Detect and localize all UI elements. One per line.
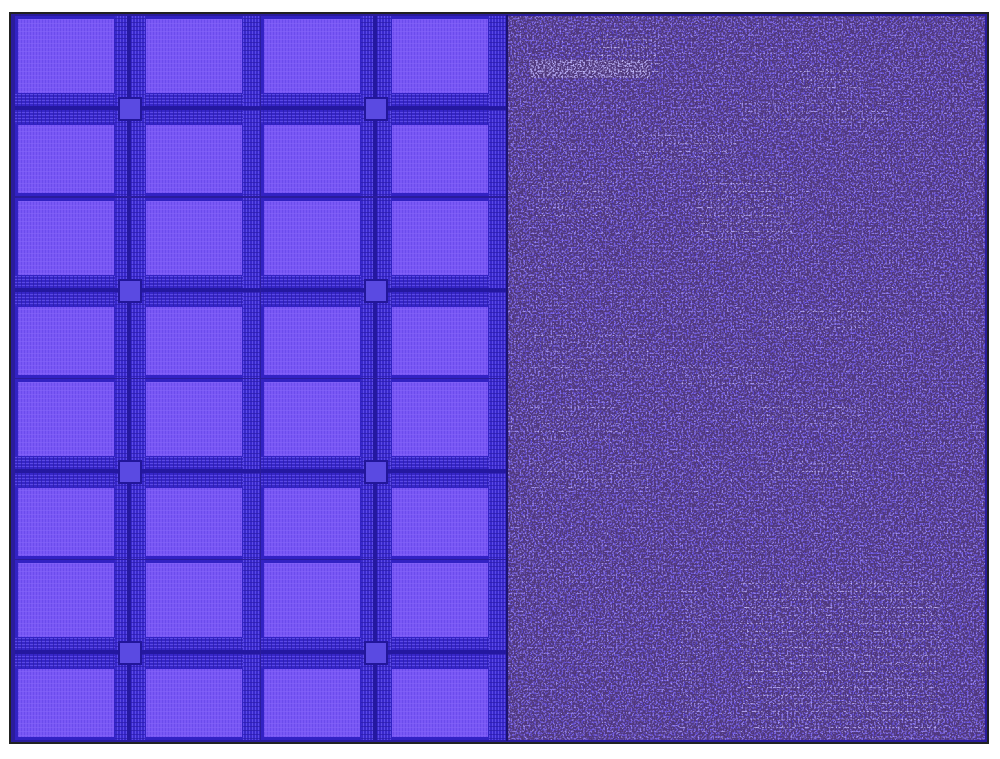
logic-region: [508, 16, 985, 740]
memory-macro: [260, 15, 507, 197]
memory-macro: [14, 197, 261, 379]
texture: [508, 16, 985, 740]
memory-macro: [14, 559, 261, 741]
memory-macro: [260, 378, 507, 560]
memory-macro: [260, 197, 507, 379]
memory-macro: [260, 559, 507, 741]
memory-macro: [14, 378, 261, 560]
memory-macro: [14, 15, 261, 197]
divider: [506, 15, 508, 741]
